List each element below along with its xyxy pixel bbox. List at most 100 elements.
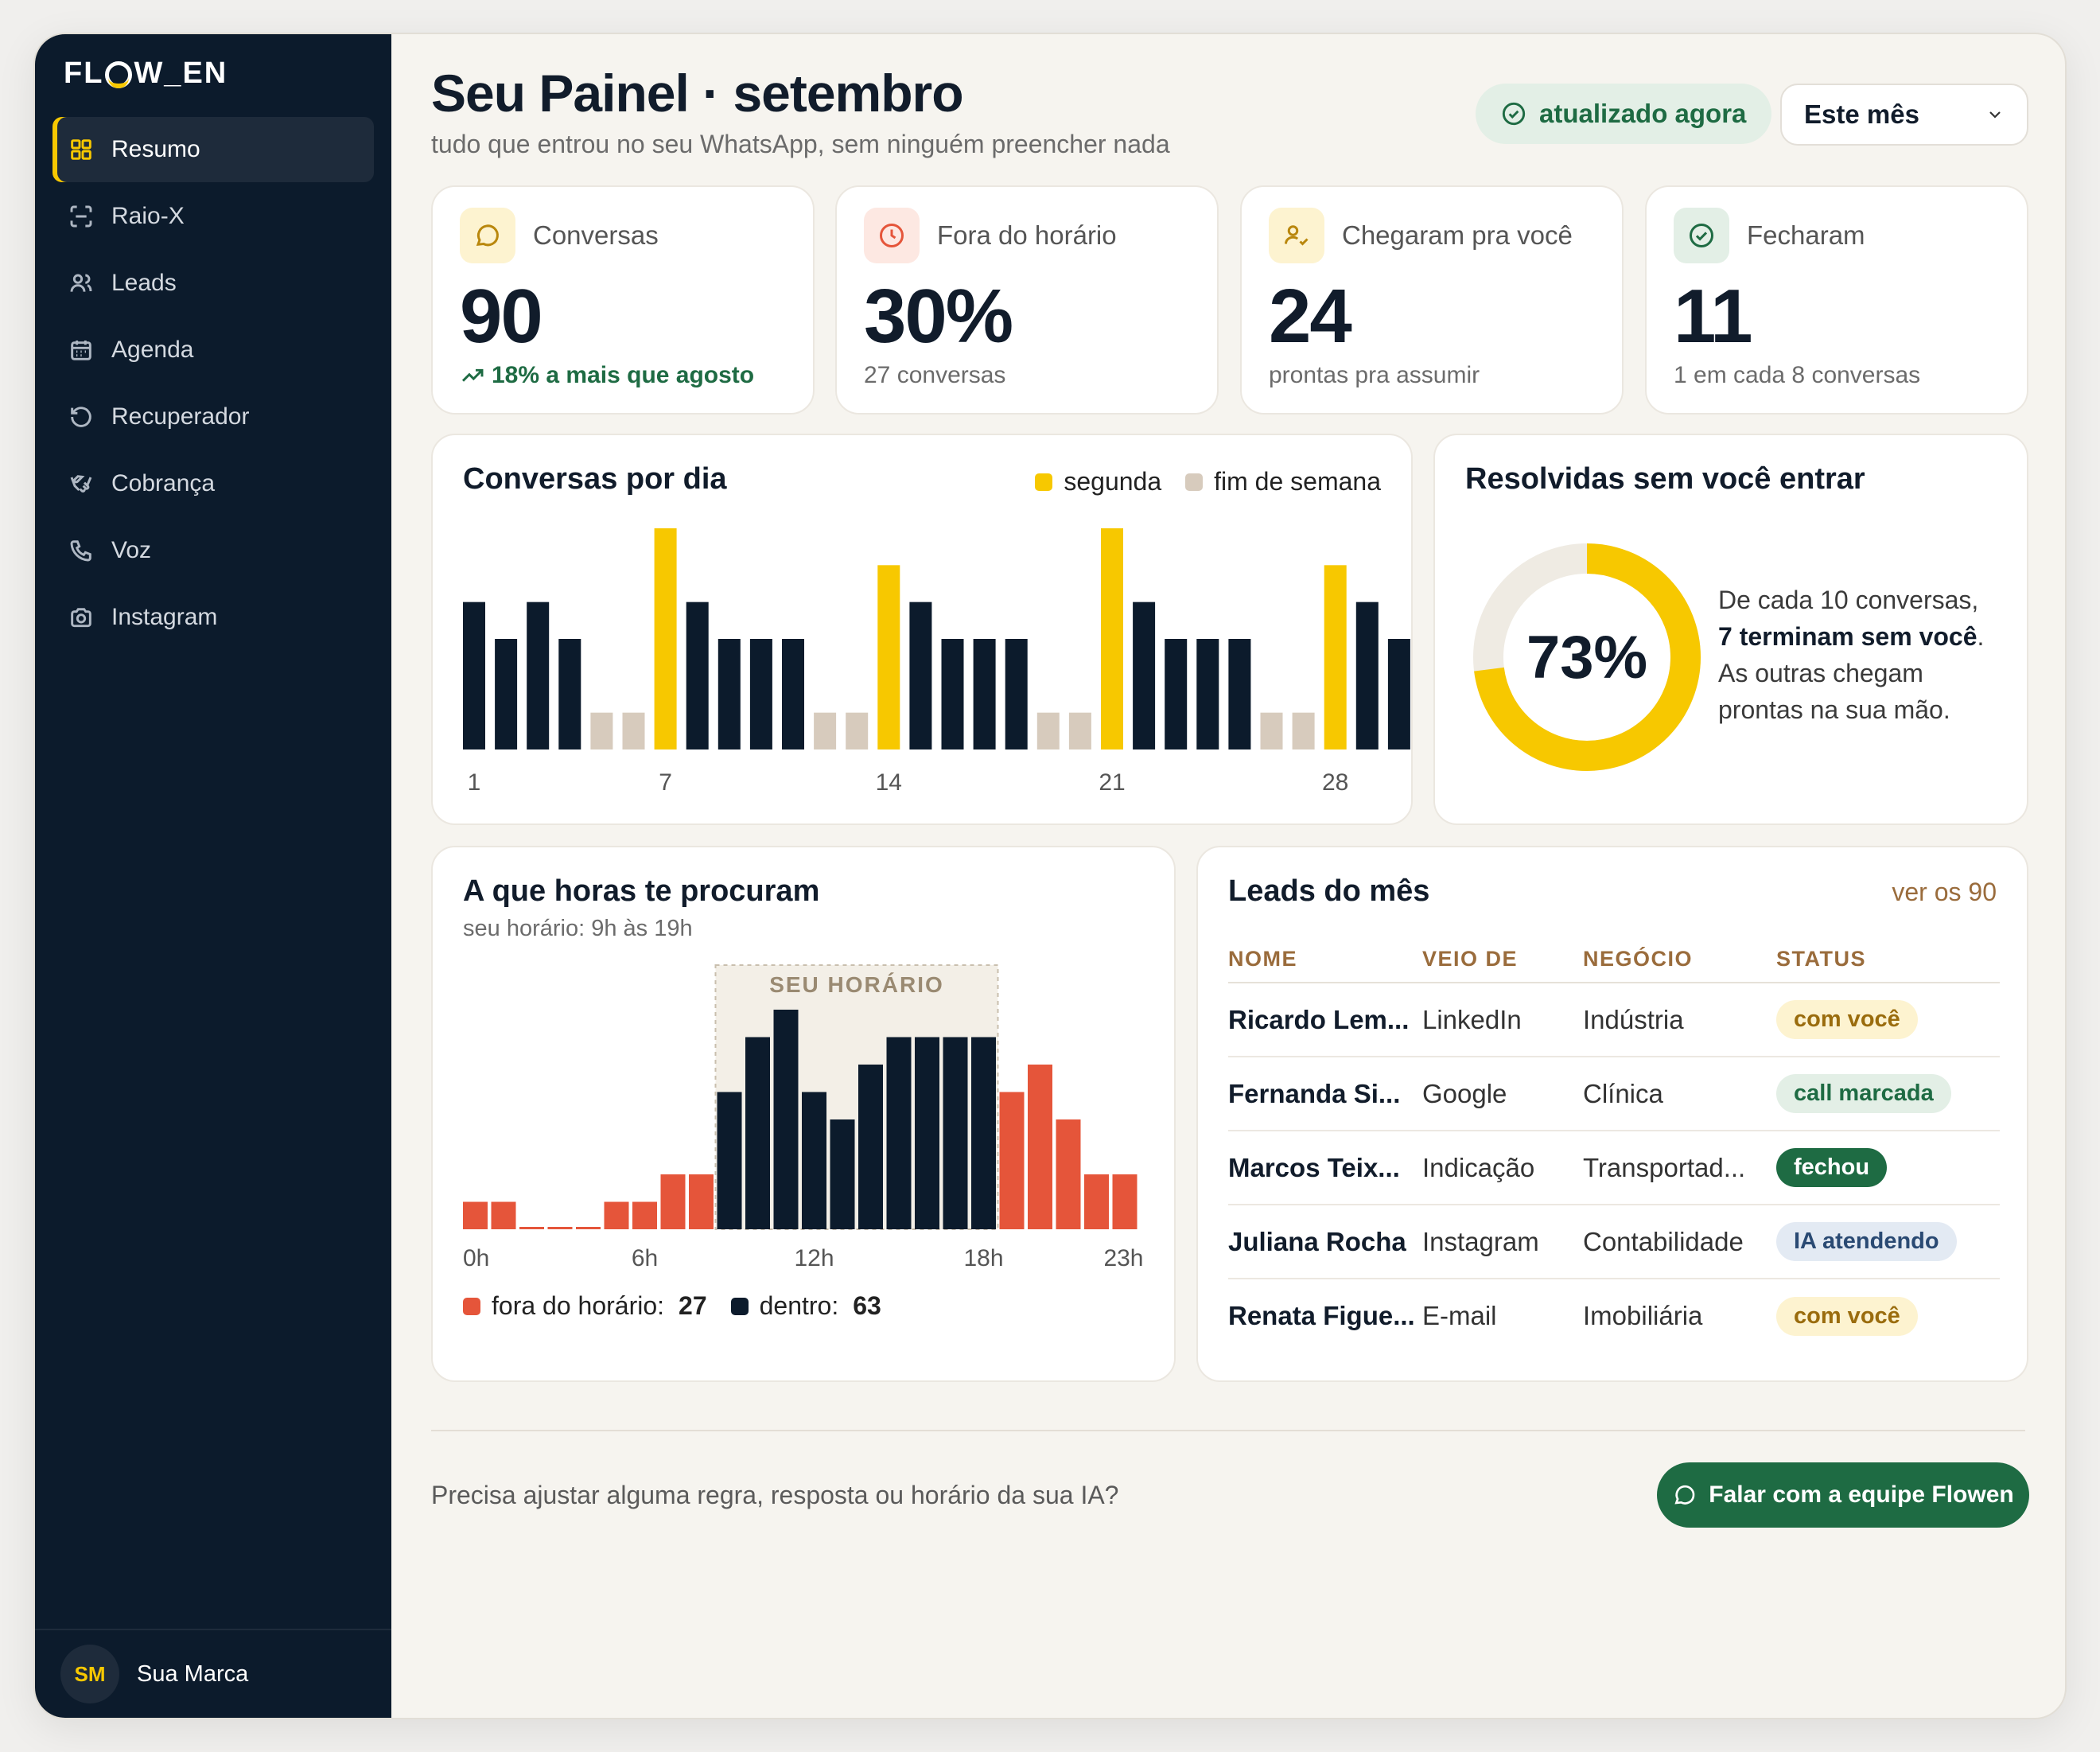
- page-subtitle: tudo que entrou no seu WhatsApp, sem nin…: [431, 130, 1170, 158]
- chart-legend: segunda fim de semana: [1035, 467, 1381, 496]
- sidebar-item-leads[interactable]: Leads: [52, 251, 374, 316]
- phone-icon: [68, 538, 94, 563]
- daily-bar: [1228, 639, 1251, 749]
- x-tick-label: 23h: [1103, 1245, 1143, 1271]
- hour-bar: [689, 1174, 714, 1229]
- status-badge: atualizado agora: [1476, 84, 1772, 144]
- column-header: STATUS: [1776, 936, 2000, 983]
- table-row[interactable]: Marcos Teix... Indicação Transportad... fec…: [1228, 1131, 2000, 1205]
- daily-bar: [1355, 602, 1379, 749]
- status-badge: com você: [1776, 1000, 1918, 1039]
- sidebar-item-resumo[interactable]: Resumo: [52, 117, 374, 182]
- sidebar-item-label: Instagram: [111, 604, 218, 630]
- sidebar-item-agenda[interactable]: Agenda: [52, 317, 374, 383]
- camera-icon: [68, 605, 94, 630]
- kpi-card-fora-horario: Fora do horário 30% 27 conversas: [835, 185, 1219, 415]
- lead-source: LinkedIn: [1422, 983, 1583, 1057]
- hours-legend: fora do horário: 27 dentro: 63: [463, 1291, 905, 1321]
- see-all-link[interactable]: ver os 90: [1892, 878, 1997, 906]
- legend-swatch-weekend: [1185, 473, 1204, 491]
- daily-bar: [1292, 712, 1315, 749]
- hour-bar: [773, 1010, 799, 1229]
- hour-bar: [519, 1227, 544, 1229]
- daily-bar: [1068, 712, 1091, 749]
- kpi-label: Chegaram pra você: [1342, 220, 1573, 250]
- donut-chart: 73%: [1473, 543, 1701, 771]
- donut-card: Resolvidas sem você entrar 73% De cada 1…: [1433, 434, 2028, 825]
- handshake-icon: [68, 471, 94, 496]
- column-header: NOME: [1228, 936, 1422, 983]
- lead-name: Fernanda Si...: [1228, 1057, 1422, 1131]
- sidebar-item-label: Resumo: [111, 136, 200, 162]
- user-profile[interactable]: SM Sua Marca: [35, 1629, 391, 1718]
- lead-business: Indústria: [1583, 983, 1776, 1057]
- daily-bar: [686, 602, 709, 749]
- hour-bar: [632, 1201, 657, 1229]
- daily-bar: [654, 528, 677, 749]
- table-header-row: NOME VEIO DE NEGÓCIO STATUS: [1228, 936, 2000, 983]
- users-icon: [68, 271, 94, 296]
- daily-bar: [1260, 712, 1283, 749]
- hours-bar-chart: SEU HORÁRIO 0h 6h 12h 18h 23h: [463, 964, 1144, 1271]
- x-tick-label: 0h: [463, 1245, 489, 1271]
- page-title: Seu Painel · setembro: [431, 64, 964, 123]
- table-row[interactable]: Renata Figue... E-mail Imobiliária com você: [1228, 1279, 2000, 1353]
- sidebar-item-raiox[interactable]: Raio-X: [52, 184, 374, 249]
- sidebar-nav: Resumo Raio-X Leads Agenda Recuperador Cobran…: [52, 117, 374, 652]
- chat-icon: [1674, 1485, 1695, 1505]
- daily-bar: [1036, 712, 1060, 749]
- daily-bar: [749, 639, 772, 749]
- daily-bar: [1165, 639, 1188, 749]
- donut-text-3: As outras chegam prontas na sua mão.: [1718, 659, 1950, 724]
- status-badge: IA atendendo: [1776, 1222, 1957, 1261]
- hour-bar: [999, 1092, 1025, 1229]
- hour-bar: [463, 1201, 488, 1229]
- leads-card: Leads do mês ver os 90 NOME VEIO DE NEGÓ…: [1196, 846, 2028, 1382]
- daily-bar: [782, 639, 804, 749]
- contact-team-button[interactable]: Falar com a equipe Flowen: [1657, 1462, 2029, 1528]
- hour-bar: [717, 1092, 742, 1229]
- legend-swatch-in: [730, 1297, 749, 1315]
- hour-bar: [971, 1037, 996, 1229]
- table-row[interactable]: Juliana Rocha Instagram Contabilidade IA at…: [1228, 1205, 2000, 1279]
- x-tick-label: 14: [876, 769, 902, 796]
- hour-bar: [745, 1037, 770, 1229]
- chevron-down-icon: [1989, 111, 2001, 119]
- sidebar-item-voz[interactable]: Voz: [52, 518, 374, 583]
- donut-text-2: .: [1977, 622, 1985, 651]
- hour-bar: [660, 1174, 686, 1229]
- hour-bar: [915, 1037, 939, 1229]
- table-row[interactable]: Fernanda Si... Google Clínica call marcada: [1228, 1057, 2000, 1131]
- cta-label: Falar com a equipe Flowen: [1709, 1481, 2014, 1508]
- status-badge: call marcada: [1776, 1074, 1951, 1113]
- daily-bar: [495, 639, 518, 749]
- sidebar: FL W_EN Resumo Raio-X Leads Agenda Recuperado…: [35, 34, 391, 1718]
- main-content: Seu Painel · setembro tudo que entrou no…: [391, 34, 2065, 1718]
- grid-icon: [68, 137, 94, 162]
- card-title: Resolvidas sem você entrar: [1465, 462, 1865, 496]
- trend-up-icon: [461, 368, 484, 382]
- period-select[interactable]: Este mês: [1780, 84, 2028, 146]
- kpi-value: 30%: [864, 274, 1013, 359]
- daily-bar: [1196, 639, 1219, 749]
- sidebar-item-instagram[interactable]: Instagram: [52, 585, 374, 650]
- table-row[interactable]: Ricardo Lem... LinkedIn Indústria com você: [1228, 983, 2000, 1057]
- hour-bar: [1112, 1174, 1138, 1229]
- hours-subtitle: seu horário: 9h às 19h: [463, 916, 693, 941]
- daily-bar: [718, 639, 741, 749]
- leads-table: NOME VEIO DE NEGÓCIO STATUS Ricardo Lem.…: [1228, 936, 2000, 1353]
- column-header: NEGÓCIO: [1583, 936, 1776, 983]
- legend-swatch-monday: [1035, 473, 1053, 491]
- kpi-label: Fora do horário: [937, 220, 1117, 250]
- sidebar-item-recuperador[interactable]: Recuperador: [52, 384, 374, 450]
- hour-bar: [491, 1201, 516, 1229]
- x-tick-label: 1: [468, 769, 481, 796]
- kpi-label: Conversas: [533, 220, 659, 250]
- daily-bar: [846, 712, 869, 749]
- sidebar-item-cobrana[interactable]: Cobrança: [52, 451, 374, 516]
- status-badge: fechou: [1776, 1148, 1888, 1187]
- rotate-icon: [68, 404, 94, 430]
- chat-icon: [460, 208, 515, 263]
- daily-bar: [1324, 565, 1347, 749]
- card-title: Leads do mês: [1228, 874, 1430, 908]
